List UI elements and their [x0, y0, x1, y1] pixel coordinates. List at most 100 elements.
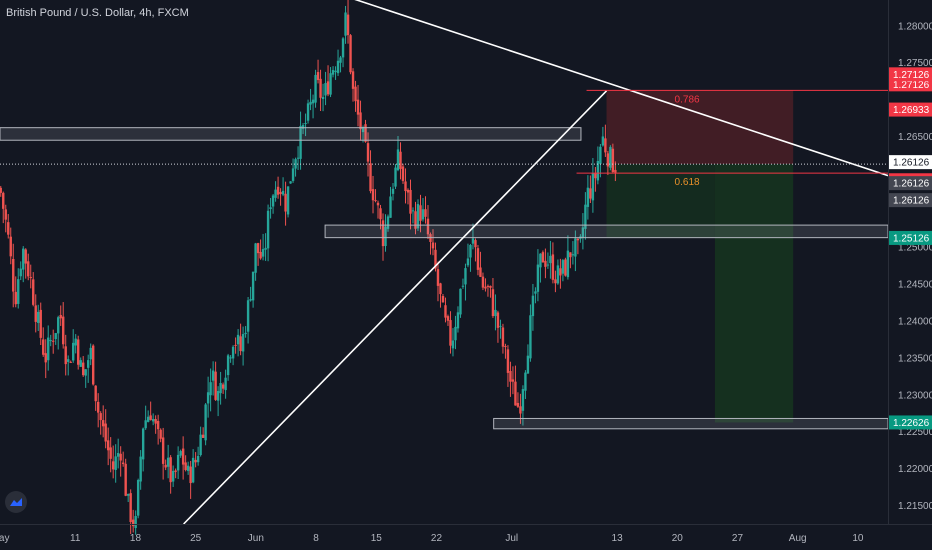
candle [496, 310, 500, 343]
candle-body [489, 285, 492, 288]
candle [134, 510, 137, 535]
y-tick-label: 1.27500 [898, 58, 932, 69]
candle [224, 369, 227, 399]
candle-body [466, 258, 470, 266]
candle [156, 414, 160, 445]
candle [441, 293, 445, 303]
candle [604, 124, 607, 157]
candle [376, 200, 380, 219]
candle [246, 296, 250, 344]
candle [69, 360, 72, 363]
y-tick-label: 1.26500 [898, 132, 932, 143]
candle [599, 144, 602, 178]
candle-body [464, 268, 467, 285]
tradingview-logo-icon[interactable] [5, 491, 27, 513]
candle-body [331, 70, 335, 75]
candle-body [12, 258, 15, 292]
candle [501, 323, 505, 354]
candle-body [509, 371, 512, 382]
candle-body [306, 103, 310, 121]
candle [394, 164, 397, 189]
candle-body [416, 204, 420, 229]
candle-body [229, 357, 232, 359]
candle [91, 344, 95, 386]
candle-body [17, 279, 20, 304]
candle-body [269, 207, 272, 210]
x-tick-label: 22 [431, 533, 443, 544]
candle-body [129, 493, 132, 523]
candle-body [201, 434, 205, 438]
candle-body [446, 316, 450, 321]
candle-body [561, 260, 565, 274]
candle [276, 176, 280, 199]
candle [12, 243, 15, 308]
candle-body [139, 456, 142, 482]
candle-body [111, 461, 115, 470]
candle-body [324, 83, 327, 96]
candle-body [599, 146, 602, 164]
candle-body [274, 189, 277, 198]
candle-body [114, 456, 117, 470]
candle [409, 179, 412, 230]
candle [609, 145, 612, 171]
candle-body [514, 381, 517, 406]
candle-body [82, 362, 85, 376]
candle [116, 438, 120, 469]
candle [216, 386, 220, 417]
candle [614, 161, 617, 182]
candle [424, 196, 427, 224]
candle [366, 132, 370, 177]
candle [231, 345, 235, 366]
candle [179, 449, 182, 458]
candle [259, 239, 262, 260]
candle-body [14, 291, 17, 305]
candle-body [351, 71, 355, 89]
candle-body [19, 268, 22, 277]
candle-body [169, 457, 172, 483]
price-tag: 1.26126 [889, 193, 932, 208]
y-tick-label: 1.28000 [898, 21, 932, 32]
candle-body [434, 249, 437, 269]
candle [336, 49, 340, 76]
chart-title: British Pound / U.S. Dollar, 4h, FXCM [6, 7, 189, 19]
candle-body [261, 249, 265, 257]
candle-body [476, 248, 480, 270]
price-tag-box [889, 67, 932, 82]
candle-body [496, 312, 500, 328]
candle [149, 401, 152, 421]
candle-body [234, 344, 237, 346]
candle-body [556, 265, 560, 284]
candle-body [481, 276, 485, 288]
candle [566, 235, 570, 280]
candle [204, 403, 207, 446]
candle-body [179, 451, 182, 456]
candle-body [356, 99, 360, 115]
candle-body [57, 317, 60, 334]
candle [169, 455, 172, 494]
candle [451, 328, 455, 357]
candle-body [521, 389, 525, 411]
candle-body [284, 193, 287, 212]
candle-body [24, 249, 27, 264]
candle-body [52, 340, 55, 342]
candle [486, 284, 490, 297]
candle-body [264, 247, 267, 250]
candle-body [571, 254, 575, 256]
candle [54, 332, 57, 345]
candle-body [524, 372, 527, 391]
candle [359, 100, 362, 141]
candle [446, 314, 450, 326]
candle-body [149, 415, 152, 421]
candle-body [451, 340, 455, 349]
candle-body [59, 315, 62, 319]
candle-body [544, 260, 547, 267]
candle-body [176, 454, 180, 471]
candle [321, 83, 325, 112]
candle-body [319, 78, 322, 98]
candle-body [471, 238, 475, 244]
candle [99, 411, 102, 435]
candle-body [141, 428, 145, 460]
candle-body [354, 86, 357, 102]
candle [49, 334, 52, 347]
